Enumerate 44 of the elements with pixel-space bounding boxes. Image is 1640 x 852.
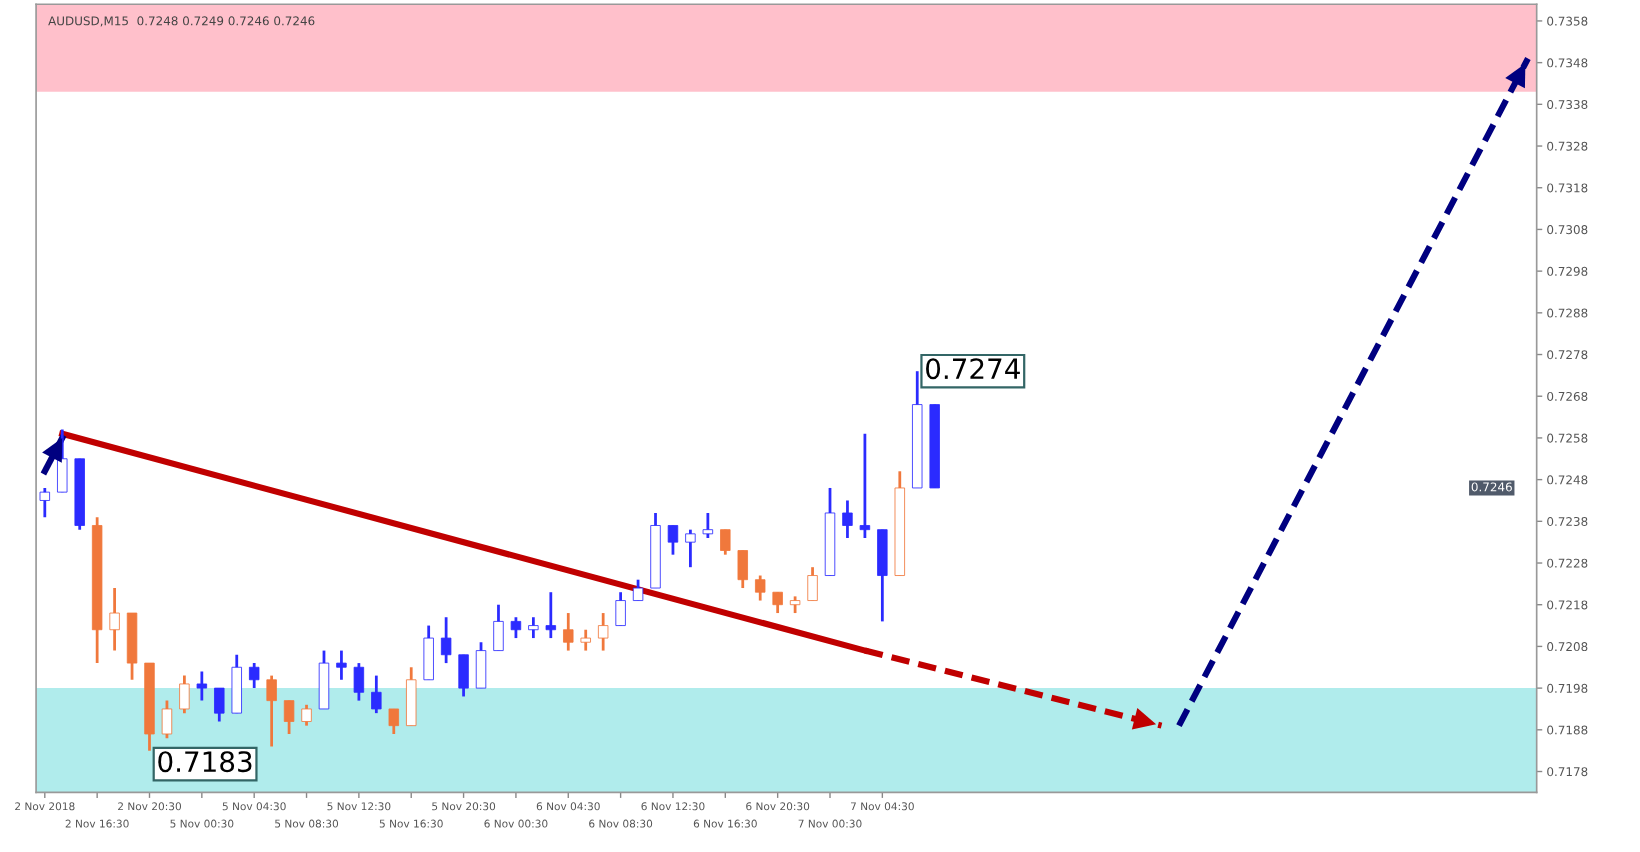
candlestick xyxy=(615,590,626,627)
candlestick xyxy=(580,628,591,652)
candlestick xyxy=(772,590,783,615)
candlestick xyxy=(39,486,51,519)
candlestick xyxy=(458,653,469,698)
candlestick xyxy=(388,707,399,736)
candlestick xyxy=(632,578,644,602)
candlestick xyxy=(859,432,871,540)
candlestick xyxy=(318,649,330,711)
candlestick xyxy=(423,624,434,682)
candlestick xyxy=(545,590,557,640)
candlestick xyxy=(161,699,173,740)
candlestick xyxy=(109,586,120,652)
candlestick xyxy=(336,649,347,682)
candlestick xyxy=(353,661,365,703)
candlestick xyxy=(406,665,417,728)
candlestick xyxy=(720,528,731,557)
candlestick xyxy=(667,524,679,557)
candlestick xyxy=(493,603,504,652)
candlestick xyxy=(528,615,539,640)
candlestick xyxy=(57,428,68,494)
candlestick xyxy=(597,611,609,652)
candlestick xyxy=(737,549,748,590)
candlestick xyxy=(248,661,260,690)
candlestick xyxy=(702,511,714,540)
candlestick xyxy=(510,615,522,640)
candlestick xyxy=(301,703,312,728)
candlestick xyxy=(475,640,487,690)
candlestick xyxy=(214,686,225,723)
candlestick xyxy=(283,699,295,736)
candlestick xyxy=(754,574,766,602)
candlestick xyxy=(807,565,818,602)
candlestick xyxy=(877,528,888,623)
annotation: 0.7274 xyxy=(926,358,1020,380)
candlestick xyxy=(179,674,190,715)
candlestick xyxy=(231,653,242,715)
candlestick xyxy=(196,670,208,703)
candlestick xyxy=(266,674,277,748)
candlestick xyxy=(842,499,853,540)
candlestick xyxy=(685,528,696,569)
candlestick xyxy=(371,674,382,715)
candlestick xyxy=(440,615,452,665)
annotation: 0.7183 xyxy=(158,751,252,773)
candlestick xyxy=(563,611,574,652)
